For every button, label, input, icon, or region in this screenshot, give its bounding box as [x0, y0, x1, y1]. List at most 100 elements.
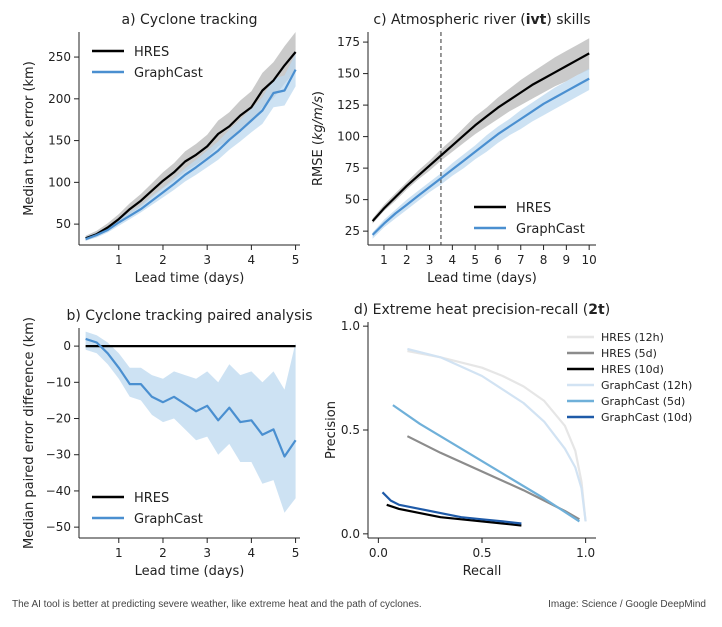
- x-tick-label: 2: [159, 546, 167, 560]
- series-line: [371, 52, 590, 222]
- y-tick-label: 200: [48, 92, 71, 106]
- x-axis-label: Lead time (days): [135, 564, 245, 579]
- series-line: [371, 77, 590, 236]
- y-tick-label: −10: [46, 375, 71, 389]
- panel-b: b) Cyclone tracking paired analysis 1 2 3 4 5…: [22, 308, 313, 579]
- chart-title-part: 2t: [588, 302, 605, 318]
- series-band: [372, 68, 590, 239]
- y-axis-label-part: RMSE (: [311, 140, 326, 186]
- y-tick-label: −30: [46, 448, 71, 462]
- chart-title-part: d) Extreme heat precision-recall (: [354, 302, 588, 318]
- y-tick-label: 0: [63, 339, 71, 353]
- legend-label: HRES: [134, 491, 169, 506]
- x-axis-label: Recall: [463, 564, 502, 579]
- chart-title-part: ): [605, 302, 610, 318]
- chart-title-part: c) Atmospheric river (: [373, 12, 525, 28]
- x-tick-label: 4: [248, 253, 256, 267]
- x-axis-label: Lead time (days): [135, 271, 245, 286]
- image-credit: Image: Science / Google DeepMind: [548, 599, 706, 610]
- y-tick-label: 100: [337, 130, 360, 144]
- y-axis-label: RMSE (kg/m/s): [311, 91, 326, 186]
- panel-a: a) Cyclone tracking 1 2 3 4 5 50 100 150 200 250 Le…: [22, 12, 300, 286]
- y-axis-label-part: ): [311, 91, 326, 96]
- y-tick-label: 250: [48, 50, 71, 64]
- x-tick-label: 8: [540, 253, 548, 267]
- legend-label: HRES: [134, 45, 169, 60]
- y-tick-label: 0.5: [341, 423, 360, 437]
- x-tick-label: 9: [563, 253, 571, 267]
- y-tick-label: 175: [337, 35, 360, 49]
- x-tick-label: 0.0: [369, 546, 388, 560]
- x-axis-label: Lead time (days): [427, 271, 537, 286]
- legend-label: GraphCast: [134, 66, 203, 81]
- legend-label: HRES (12h): [601, 331, 664, 344]
- series-line: [85, 69, 297, 241]
- y-tick-label: 50: [345, 193, 360, 207]
- legend-label: GraphCast (12h): [601, 379, 692, 392]
- series-line: [386, 503, 522, 527]
- x-tick-label: 4: [449, 253, 457, 267]
- x-tick-label: 5: [471, 253, 479, 267]
- series-line: [381, 491, 522, 525]
- legend-label: HRES: [516, 201, 551, 216]
- legend-label: GraphCast (10d): [601, 411, 692, 424]
- series-band: [85, 331, 296, 513]
- x-tick-label: 3: [203, 546, 211, 560]
- x-tick-label: 2: [159, 253, 167, 267]
- y-tick-label: 100: [48, 175, 71, 189]
- x-tick-label: 3: [426, 253, 434, 267]
- x-tick-label: 1: [115, 546, 123, 560]
- x-tick-label: 1: [115, 253, 123, 267]
- chart-title: d) Extreme heat precision-recall (2t): [354, 302, 610, 318]
- legend: HRES GraphCast: [92, 491, 203, 527]
- panel-d: d) Extreme heat precision-recall (2t) 0.0…: [324, 302, 692, 579]
- legend-label: HRES (5d): [601, 347, 657, 360]
- x-tick-label: 7: [517, 253, 525, 267]
- y-tick-label: 0.0: [341, 527, 360, 541]
- y-tick-label: 50: [56, 217, 71, 231]
- y-tick-label: 1.0: [341, 319, 360, 333]
- series-line: [85, 51, 297, 240]
- y-axis-label: Median track error (km): [22, 61, 37, 216]
- series-line: [407, 347, 587, 522]
- y-tick-label: −40: [46, 484, 71, 498]
- legend-label: GraphCast (5d): [601, 395, 685, 408]
- chart-title: a) Cyclone tracking: [122, 12, 258, 28]
- series-band: [85, 32, 296, 241]
- x-tick-label: 1.0: [576, 546, 595, 560]
- panel-c: c) Atmospheric river (ivt) skills 1 2 3 4 5 6 7…: [311, 12, 597, 286]
- legend: HRES GraphCast: [474, 201, 585, 237]
- y-tick-label: −20: [46, 412, 71, 426]
- series-line: [85, 337, 297, 458]
- legend-label: GraphCast: [134, 512, 203, 527]
- x-tick-label: 2: [403, 253, 411, 267]
- chart-title-part: ivt: [526, 12, 547, 28]
- chart-title: b) Cyclone tracking paired analysis: [66, 308, 312, 324]
- x-tick-label: 6: [494, 253, 502, 267]
- x-tick-label: 1: [380, 253, 388, 267]
- x-tick-label: 5: [292, 253, 300, 267]
- y-tick-label: 75: [345, 161, 360, 175]
- y-tick-label: 150: [48, 134, 71, 148]
- figure-caption: The AI tool is better at predicting seve…: [12, 599, 422, 610]
- legend: HRES GraphCast: [92, 45, 203, 81]
- chart-title: c) Atmospheric river (ivt) skills: [373, 12, 590, 28]
- x-tick-label: 3: [203, 253, 211, 267]
- y-axis-label: Median paired error difference (km): [22, 317, 37, 549]
- series-line: [392, 404, 580, 523]
- y-tick-label: 125: [337, 98, 360, 112]
- series-line: [407, 350, 587, 522]
- series-band: [372, 38, 590, 224]
- series-line: [406, 435, 580, 521]
- legend-label: GraphCast: [516, 222, 585, 237]
- y-axis-label: Precision: [324, 401, 339, 459]
- x-tick-label: 5: [292, 546, 300, 560]
- y-axis-label-part: kg/m/s: [311, 96, 326, 140]
- legend-label: HRES (10d): [601, 363, 664, 376]
- x-tick-label: 10: [582, 253, 597, 267]
- y-tick-label: 150: [337, 67, 360, 81]
- y-tick-label: −50: [46, 520, 71, 534]
- x-tick-label: 4: [248, 546, 256, 560]
- x-tick-label: 0.5: [472, 546, 491, 560]
